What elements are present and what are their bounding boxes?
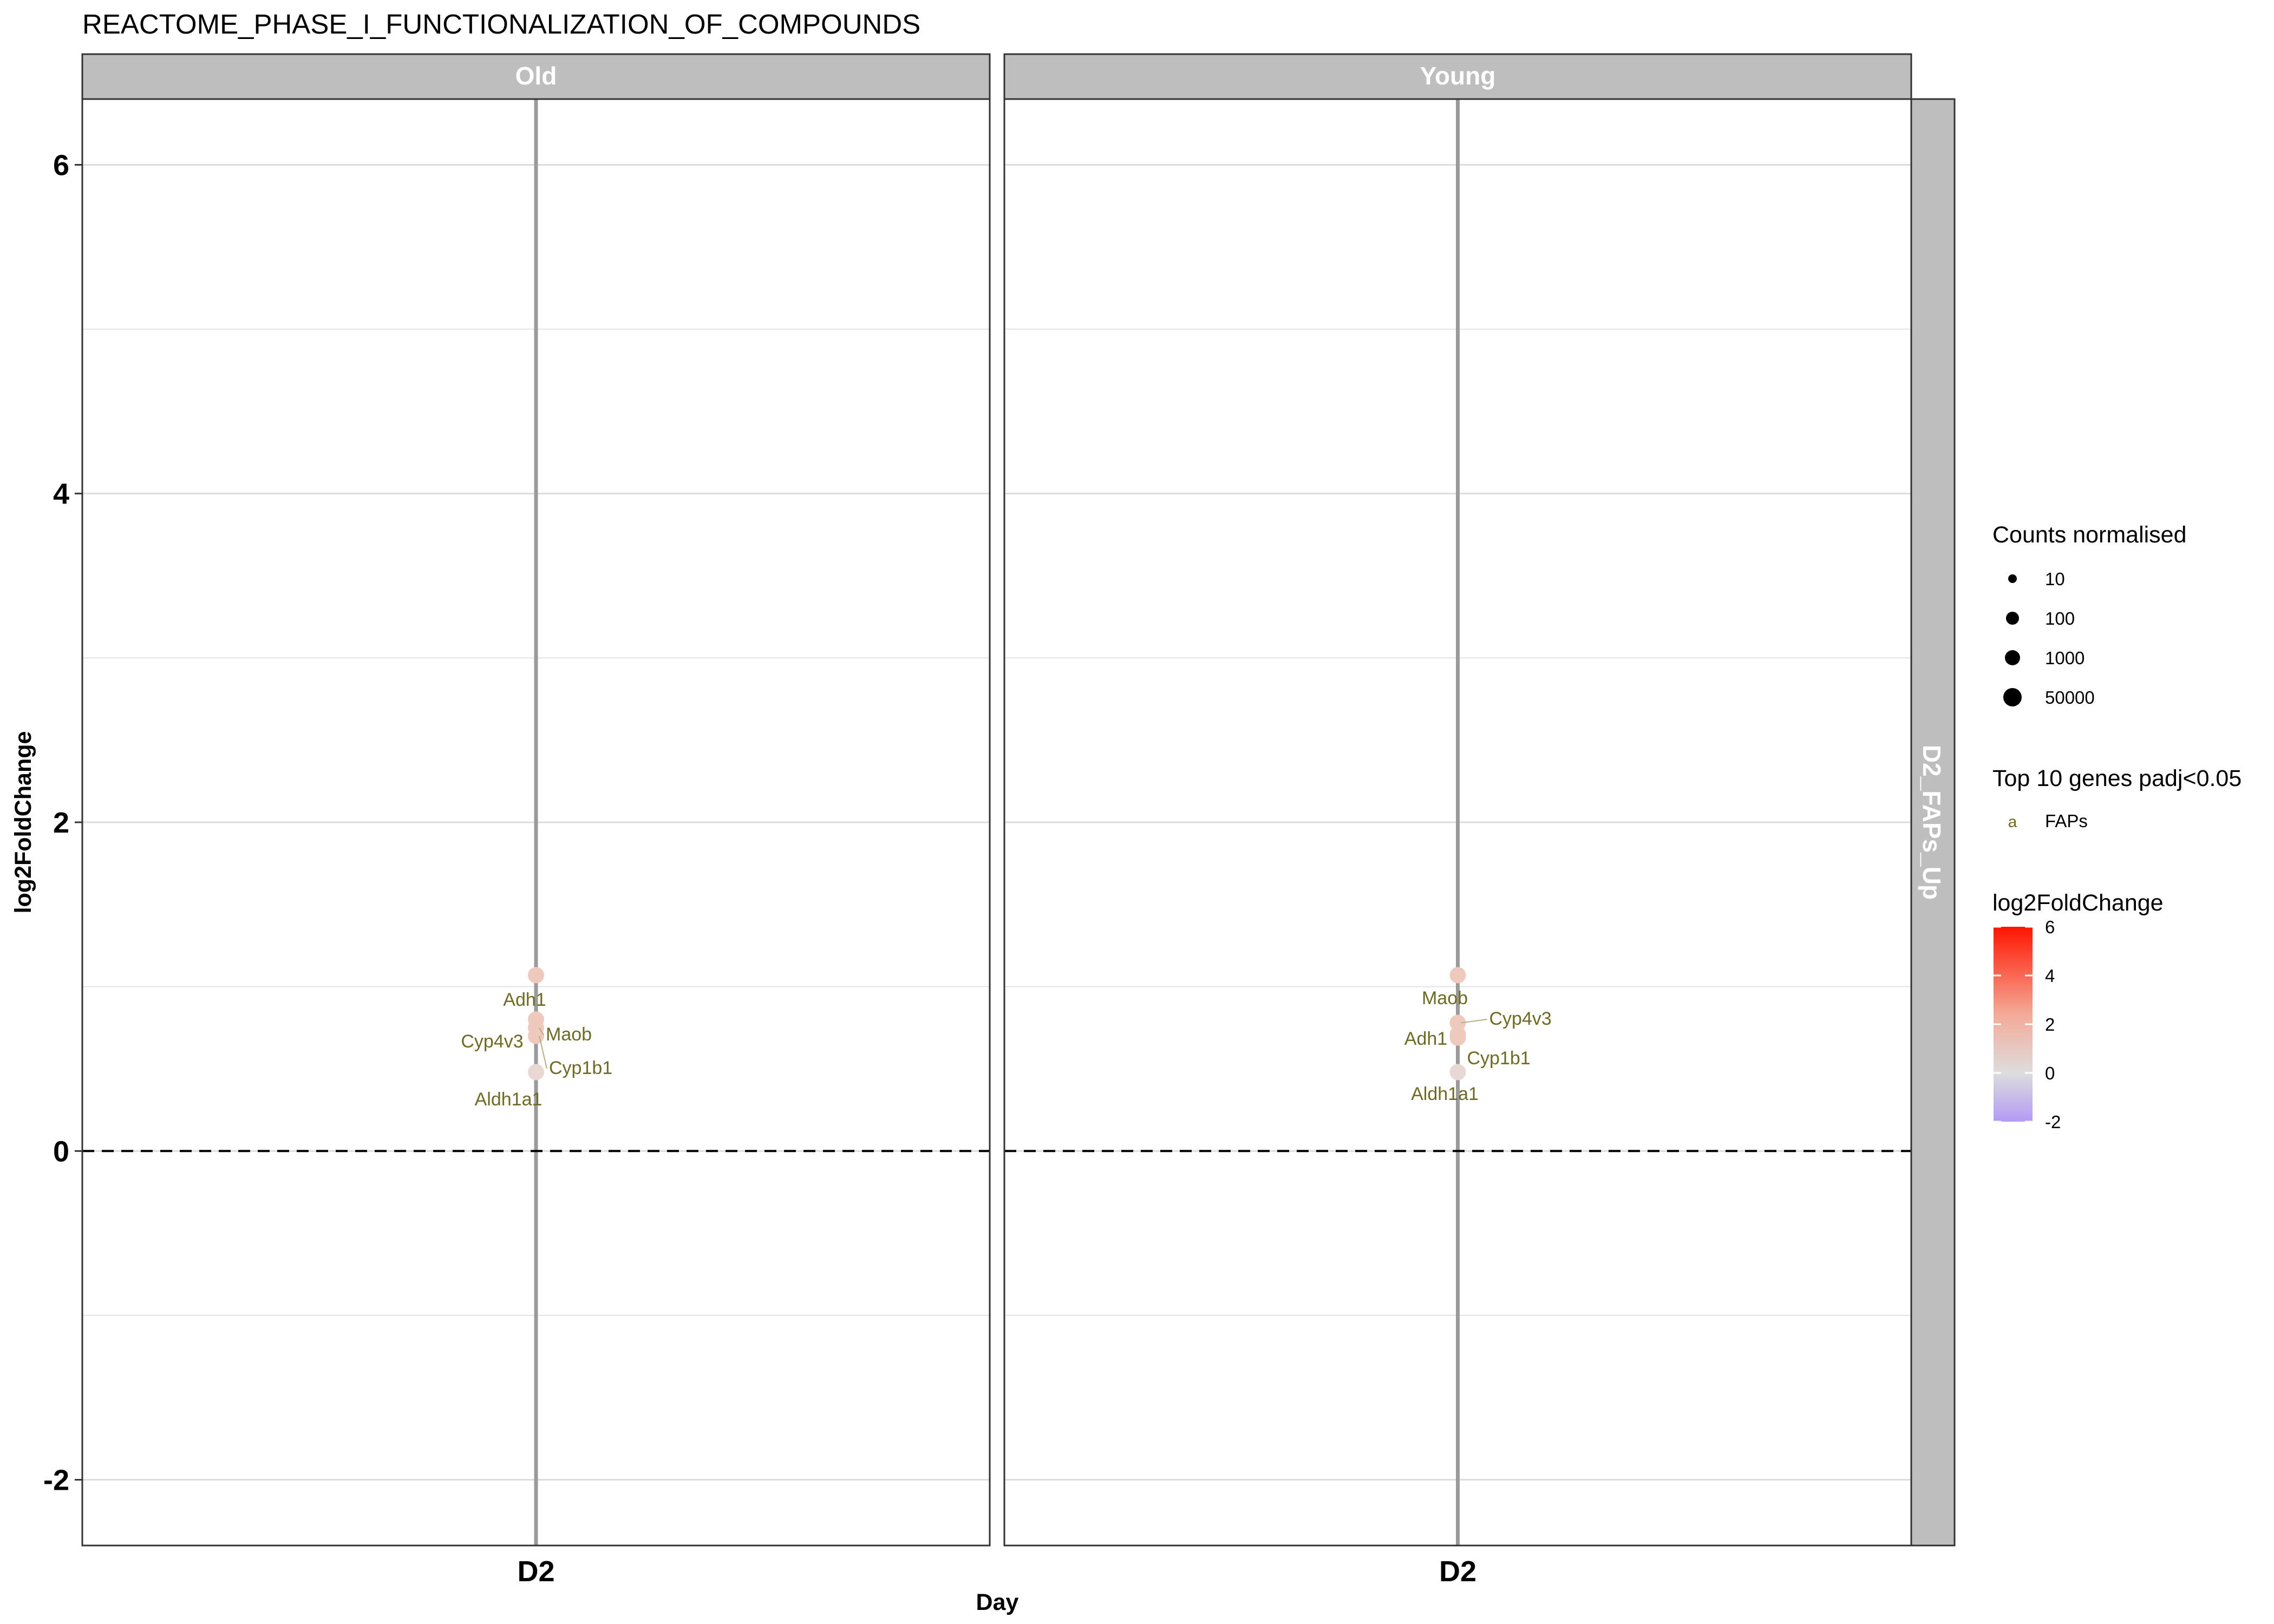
size-legend-dot: [2003, 688, 2022, 706]
gene-label-adh1: Adh1: [1404, 1029, 1447, 1049]
row-strip-label: D2_FAPs_Up: [1918, 745, 1946, 900]
gene-label-aldh1a1: Aldh1a1: [1411, 1084, 1479, 1104]
color-legend-label: 6: [2045, 917, 2055, 937]
label-leader-line: [539, 1036, 547, 1069]
size-legend-dot: [2008, 574, 2017, 583]
color-legend-label: -2: [2045, 1112, 2061, 1132]
gene-label-adh1: Adh1: [503, 990, 546, 1010]
gene-label-maob: Maob: [1422, 988, 1468, 1009]
x-tick-label: D2: [1439, 1555, 1476, 1588]
gene-label-maob: Maob: [546, 1024, 592, 1045]
data-point-aldh1a1: [1449, 1064, 1466, 1081]
gene-label-cyp4v3: Cyp4v3: [461, 1031, 523, 1052]
color-legend-label: 2: [2045, 1014, 2055, 1034]
column-strip-label: Young: [1420, 62, 1496, 90]
data-point-cyp4v3: [1449, 1014, 1466, 1031]
facet-panel-young: Maob Cyp4v3 Adh1 Cyp1b1 Aldh1a1 Young D2: [1003, 53, 1912, 1588]
color-legend-label: 0: [2045, 1063, 2055, 1083]
column-strip: [1003, 53, 1912, 100]
y-axis-ticks: -2 0 2 4 6: [43, 149, 82, 1497]
label-leader-line: [539, 1027, 544, 1036]
facet-panel-old: Adh1 Cyp4v3 Maob Cyp1b1 Aldh1a1 Old D2: [81, 53, 991, 1588]
column-strip: [81, 53, 991, 100]
data-point-cyp1b1: [1449, 1029, 1466, 1046]
chart-title: REACTOME_PHASE_I_FUNCTIONALIZATION_OF_CO…: [82, 9, 920, 40]
data-point-maob: [1449, 967, 1466, 984]
size-legend-label: 1000: [2045, 648, 2084, 668]
size-legend-dot: [2005, 650, 2020, 665]
data-point-adh1: [528, 967, 544, 984]
size-legend-items: 10 100 1000 50000: [2003, 569, 2095, 708]
y-tick-label: 4: [53, 478, 69, 510]
gene-label-cyp1b1: Cyp1b1: [1467, 1048, 1531, 1069]
label-leader-line: [1461, 1019, 1487, 1024]
data-point-aldh1a1: [528, 1064, 544, 1081]
facet-panels: Adh1 Cyp4v3 Maob Cyp1b1 Aldh1a1 Old D2 Maob Cyp4…: [81, 53, 1912, 1588]
gene-label-aldh1a1: Aldh1a1: [475, 1089, 543, 1110]
x-axis-title: Day: [976, 1589, 1019, 1615]
label-legend-key: a: [2008, 813, 2017, 831]
gene-label-cyp1b1: Cyp1b1: [549, 1058, 612, 1078]
gene-label-cyp4v3: Cyp4v3: [1489, 1009, 1552, 1029]
row-strip: [1910, 98, 1956, 1547]
size-legend-title: Counts normalised: [1992, 522, 2187, 548]
y-tick-label: 0: [53, 1135, 69, 1168]
color-legend-title: log2FoldChange: [1992, 890, 2164, 916]
y-tick-label: 2: [53, 807, 69, 839]
color-legend-ticks: 6 4 2 0 -2: [1994, 917, 2061, 1132]
column-strip-label: Old: [515, 62, 557, 90]
size-legend-label: 100: [2045, 608, 2075, 628]
size-legend-label: 50000: [2045, 687, 2095, 708]
x-tick-label: D2: [517, 1555, 554, 1588]
y-tick-label: -2: [43, 1464, 69, 1497]
legend: Counts normalised 10 100 1000 50000 Top 10 …: [1992, 522, 2242, 1132]
label-legend-item: FAPs: [2045, 811, 2088, 831]
color-legend-label: 4: [2045, 966, 2055, 986]
size-legend-label: 10: [2045, 569, 2065, 589]
data-point-cyp1b1: [528, 1027, 544, 1044]
size-legend-dot: [2006, 612, 2019, 625]
y-axis-title: log2FoldChange: [10, 731, 36, 914]
y-tick-label: 6: [53, 149, 69, 181]
label-legend-title: Top 10 genes padj<0.05: [1992, 765, 2242, 791]
